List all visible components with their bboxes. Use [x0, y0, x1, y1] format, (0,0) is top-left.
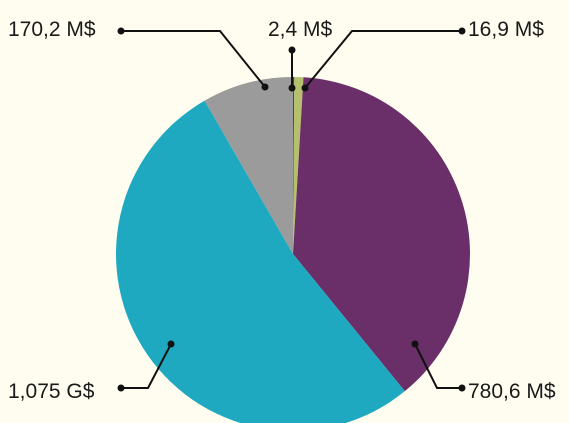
callout-dot-780-6-inner	[411, 340, 419, 348]
pie-slice-1	[293, 77, 304, 254]
pie-slices	[116, 76, 471, 423]
pie-slice-2	[293, 77, 471, 392]
slice-label-780-6: 780,6 M$	[468, 380, 556, 403]
slice-label-16-9: 16,9 M$	[468, 18, 544, 41]
callout-dot-1-075-inner	[167, 340, 175, 348]
callout-dot-2-4-outer	[288, 46, 296, 54]
callout-dot-16-9-outer	[458, 27, 466, 35]
slice-labels: 2,4 M$ 16,9 M$ 780,6 M$ 1,075 G$ 170,2 M…	[8, 18, 556, 403]
callout-line-1-075	[121, 343, 172, 389]
callout-dot-1-075-outer	[117, 384, 125, 392]
pie-slice-3	[116, 100, 405, 423]
slice-label-2-4: 2,4 M$	[268, 18, 333, 41]
callout-dot-170-2-outer	[117, 27, 125, 35]
pie-slice-0	[293, 76, 295, 254]
callout-dot-170-2-inner	[261, 83, 269, 91]
callout-line-16-9	[304, 30, 462, 89]
slice-label-170-2: 170,2 M$	[8, 18, 96, 41]
callout-line-170-2	[121, 30, 266, 88]
callout-dot-780-6-outer	[458, 384, 466, 392]
pie-slice-4	[204, 77, 293, 254]
slice-label-1-075: 1,075 G$	[8, 380, 95, 403]
callout-dot-16-9-inner	[301, 84, 309, 92]
callout-lines	[117, 27, 466, 392]
callout-line-780-6	[414, 343, 462, 389]
callout-dot-2-4-inner	[288, 84, 296, 92]
